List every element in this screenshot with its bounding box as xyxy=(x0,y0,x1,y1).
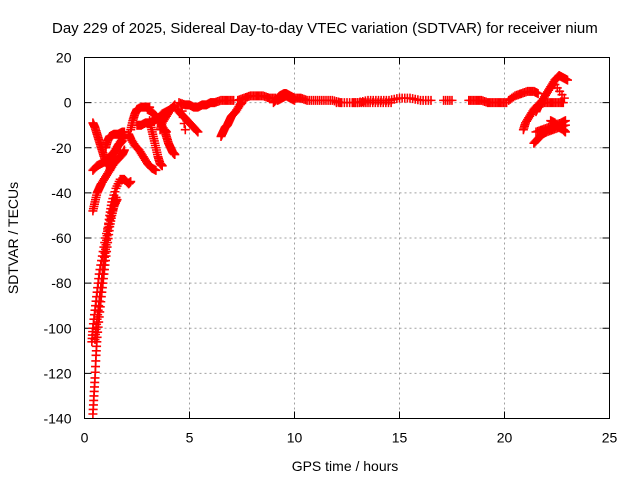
series-arc-18h xyxy=(464,95,512,108)
data-point xyxy=(112,195,122,205)
data-point xyxy=(126,177,136,187)
x-tick-label: 25 xyxy=(602,430,618,446)
y-tick-label: -80 xyxy=(51,275,71,291)
x-tick-label: 0 xyxy=(81,430,89,446)
data-point xyxy=(563,75,572,85)
y-tick-label: -60 xyxy=(51,230,71,246)
plot-frame xyxy=(84,57,610,419)
data-point xyxy=(550,80,560,90)
y-tick-label: -20 xyxy=(51,140,71,156)
series-arc-21h-1 xyxy=(504,86,543,105)
y-tick-label: -140 xyxy=(43,411,71,427)
chart-title: Day 229 of 2025, Sidereal Day-to-day VTE… xyxy=(52,20,598,37)
data-point xyxy=(558,98,568,108)
data-point xyxy=(157,161,167,171)
data-point xyxy=(560,127,570,137)
data-point xyxy=(290,95,299,105)
data-points xyxy=(87,71,572,419)
series-arc-steep-3 xyxy=(87,195,122,347)
series-arc-low-5 xyxy=(105,136,127,175)
series-arc-13h xyxy=(348,98,396,108)
data-point xyxy=(192,126,202,136)
data-point xyxy=(447,95,457,105)
data-point xyxy=(119,145,129,155)
x-axis-label: GPS time / hours xyxy=(292,458,399,474)
series-arc-2h-2 xyxy=(124,129,161,175)
series-arc-5h xyxy=(174,95,239,112)
series-arc-2h-1 xyxy=(126,102,155,135)
series-arc-10h xyxy=(273,91,299,105)
series-arc-4h-1 xyxy=(159,125,180,160)
y-tick-label: -40 xyxy=(51,185,71,201)
data-point xyxy=(426,95,436,105)
y-tick-label: -120 xyxy=(43,365,71,381)
data-point xyxy=(179,118,189,128)
series-pt-17h xyxy=(439,95,457,105)
y-tick-label: -100 xyxy=(43,320,71,336)
y-tick-label: 0 xyxy=(64,95,72,111)
data-point xyxy=(104,219,114,229)
series-arc-low-4 xyxy=(101,127,129,153)
y-tick-label: 20 xyxy=(56,50,72,66)
data-point xyxy=(560,116,570,126)
data-point xyxy=(151,165,161,175)
series-pt-23h xyxy=(550,80,569,103)
gridlines xyxy=(84,57,610,419)
data-point xyxy=(103,224,113,234)
data-point xyxy=(170,150,180,160)
data-point xyxy=(386,98,396,108)
series-arc-4h-2 xyxy=(155,100,180,135)
x-tick-label: 15 xyxy=(392,430,408,446)
x-tick-label: 20 xyxy=(497,430,513,446)
data-point xyxy=(117,136,127,146)
data-point xyxy=(180,125,190,135)
data-point xyxy=(101,233,110,243)
x-tick-label: 5 xyxy=(186,430,194,446)
series-arc-22h-4 xyxy=(546,116,570,137)
data-point xyxy=(102,228,112,238)
y-axis-label: SDTVAR / TECUs xyxy=(5,182,21,294)
x-tick-label: 10 xyxy=(287,430,303,446)
x-tick-labels: 0 5 10 15 20 25 xyxy=(81,430,618,446)
data-point xyxy=(533,89,543,99)
y-tick-labels: 20 0 -20 -40 -60 -80 -100 -120 -140 xyxy=(43,50,71,427)
series-arc-3h-1 xyxy=(145,116,167,171)
data-point xyxy=(193,127,203,137)
series-arc-8h xyxy=(233,91,281,105)
data-point xyxy=(178,112,188,122)
